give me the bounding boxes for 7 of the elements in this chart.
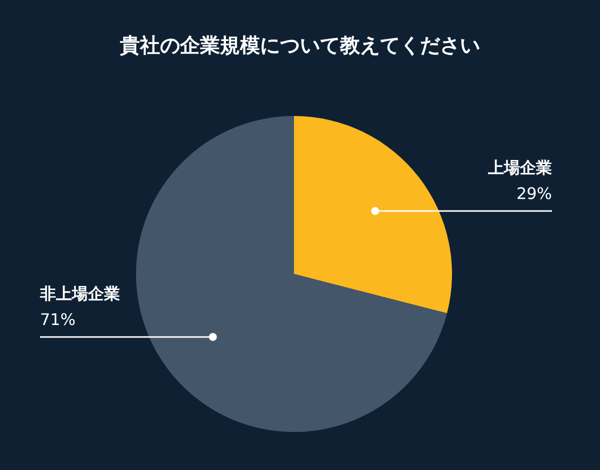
slice-label: 非上場企業 — [39, 284, 120, 303]
data-label: 29% — [516, 184, 552, 204]
pie-slice — [294, 116, 452, 314]
data-label: 71% — [40, 310, 76, 329]
chart-title: 貴社の企業規模について教えてください — [119, 33, 480, 57]
slice-label: 上場企業 — [487, 158, 552, 178]
pie-slice — [136, 116, 448, 432]
